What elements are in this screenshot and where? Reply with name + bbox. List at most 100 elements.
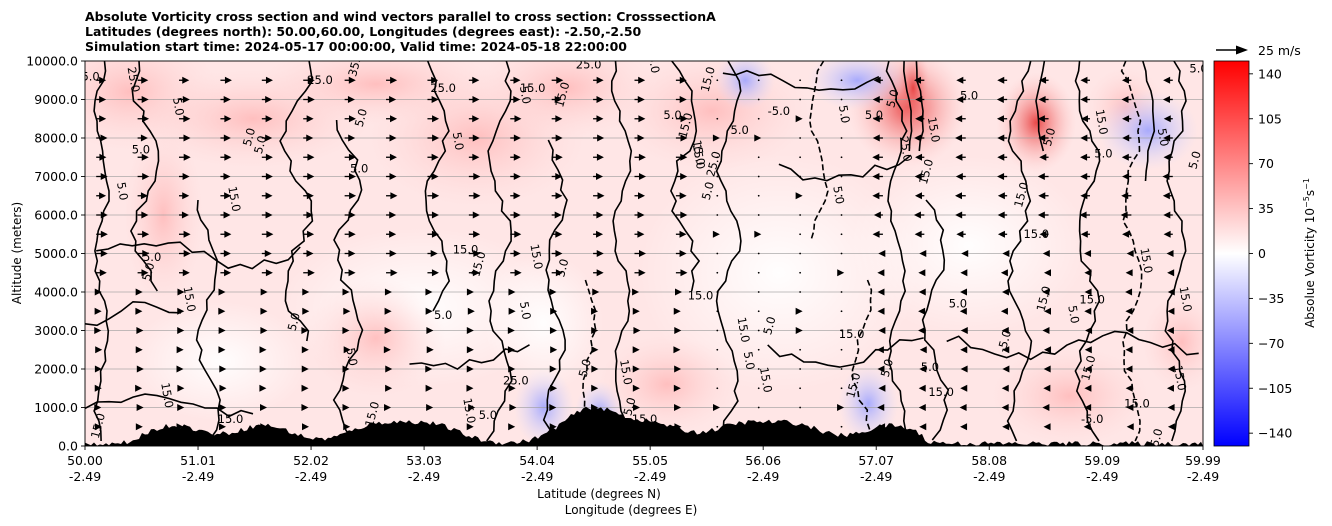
wind-vector-294 (1080, 230, 1090, 238)
wind-vector-head (384, 404, 392, 411)
wind-vector-111 (218, 346, 226, 354)
wind-vector-390 (593, 153, 604, 161)
wind-vector-head (919, 250, 927, 257)
wind-vector-head (997, 173, 1005, 180)
wind-vector-402 (1080, 153, 1090, 161)
x-tick-label-lon-10: -2.49 (1187, 469, 1219, 484)
wind-vector-head (1084, 288, 1092, 296)
wind-vector-head (182, 269, 190, 277)
wind-vector-188 (1167, 307, 1175, 315)
wind-vector-head (141, 153, 149, 161)
wind-vector-head (176, 365, 184, 373)
field-patch-11 (838, 363, 899, 444)
wind-vector-287 (799, 233, 802, 236)
contour-label-21: -5.0 (768, 104, 790, 118)
wind-vector-head (549, 327, 557, 334)
wind-vector-375 (1080, 173, 1090, 180)
wind-vector-head (508, 365, 516, 373)
x-tick-label-lon-7: -2.49 (860, 469, 892, 484)
wind-vector-115 (383, 346, 391, 354)
contour-label-71: 15.0 (843, 371, 863, 399)
wind-vector-dot (799, 137, 802, 139)
wind-vector-head (301, 346, 309, 354)
quiver-key: 25 m/s (1216, 43, 1301, 58)
wind-vector-383 (303, 153, 315, 161)
wind-vector-head (472, 76, 480, 84)
wind-vector-276 (344, 230, 356, 238)
wind-vector-266 (1042, 250, 1050, 257)
wind-vector-dot (840, 368, 843, 370)
wind-vector-422 (799, 137, 802, 139)
wind-vector-73 (878, 384, 886, 392)
wind-vector-219 (220, 269, 232, 277)
wind-vector-head (260, 327, 268, 334)
wind-vector-117 (466, 346, 474, 354)
wind-vector-head (218, 346, 226, 354)
wind-vector-232 (757, 271, 760, 274)
wind-vector-head (94, 404, 102, 411)
wind-vector-465 (344, 96, 355, 103)
x-tick-label-lat-3: 53.03 (406, 453, 442, 468)
contour-label-79: 5.0 (343, 347, 360, 367)
wind-vector-127 (876, 346, 884, 354)
wind-vector-dot (716, 214, 719, 216)
wind-vector-162 (94, 307, 102, 315)
wind-vector-head (466, 365, 474, 373)
wind-vector-head (591, 346, 599, 354)
wind-vector-431 (1163, 134, 1173, 142)
wind-vector-head (265, 153, 273, 161)
contour-label-86: 5.0 (620, 396, 638, 417)
wind-vector-head (1001, 327, 1009, 334)
wind-vector-head (872, 134, 880, 142)
colorbar-tick-label-1: 105 (1258, 111, 1282, 126)
contour-line-12 (808, 61, 829, 242)
wind-vector-371 (914, 173, 925, 180)
wind-vector-head (837, 269, 845, 277)
wind-vector-306 (468, 211, 480, 219)
contour-band-4 (778, 154, 912, 182)
contour-line-7 (542, 139, 568, 441)
wind-vector-head (473, 192, 481, 200)
x-tick-label-lon-6: -2.49 (747, 469, 779, 484)
wind-vector-243 (96, 250, 108, 257)
wind-vector-186 (1084, 307, 1092, 315)
wind-vector-head (555, 153, 563, 161)
y-tick-label-9: 9000.0 (34, 92, 78, 107)
x-tick-label-lat-10: 59.99 (1185, 453, 1221, 468)
wind-vector-472 (634, 96, 645, 103)
wind-vector-346 (997, 192, 1008, 200)
contour-label-5: 5.0 (352, 107, 370, 128)
wind-vector-head (997, 230, 1005, 238)
wind-vector-head (224, 153, 232, 161)
wind-vector-488 (179, 76, 190, 84)
wind-vector-head (1037, 211, 1045, 219)
wind-vector-head (1166, 327, 1174, 334)
wind-vector-head (1166, 250, 1174, 257)
wind-vector-451 (872, 115, 883, 123)
wind-vector-404 (1163, 153, 1173, 161)
wind-vector-46 (877, 404, 885, 411)
colorbar-label: Absolue Vorticity 10−5s−1 (1302, 178, 1317, 328)
wind-vector-425 (914, 134, 925, 142)
wind-vector-head (550, 384, 558, 392)
wind-vector-31 (259, 404, 267, 411)
wind-vector-511 (1122, 76, 1132, 84)
contour-label-29: 5.0 (139, 261, 157, 282)
wind-vector-head (508, 288, 516, 296)
wind-vector-head (182, 192, 190, 200)
wind-vector-head (997, 153, 1005, 161)
wind-vector-head (1038, 192, 1046, 200)
wind-vector-150 (716, 329, 719, 332)
wind-vector-80 (1166, 384, 1174, 392)
wind-vector-393 (716, 156, 719, 159)
contour-label-81: 5.0 (479, 408, 497, 422)
wind-vector-34 (384, 404, 392, 411)
wind-vector-head (673, 307, 681, 315)
wind-vector-64 (508, 384, 516, 392)
wind-vector-220 (261, 269, 273, 277)
wind-vector-318 (955, 211, 966, 219)
wind-vector-head (342, 365, 350, 373)
wind-vector-153 (840, 329, 843, 332)
wind-vector-head (1001, 288, 1009, 296)
